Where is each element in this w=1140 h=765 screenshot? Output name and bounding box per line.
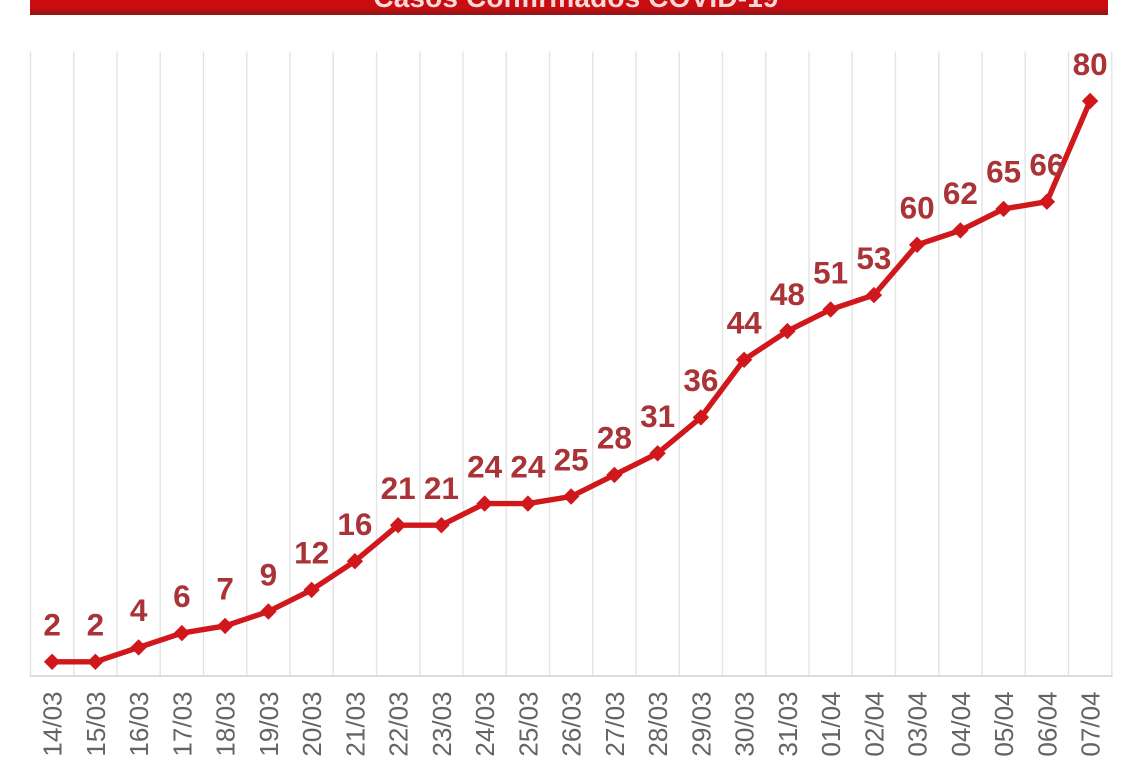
svg-text:17/03: 17/03 (167, 692, 197, 757)
svg-text:21/03: 21/03 (340, 692, 370, 757)
svg-text:51: 51 (813, 254, 848, 290)
svg-text:21: 21 (381, 470, 416, 506)
svg-text:30/03: 30/03 (730, 692, 760, 757)
svg-text:36: 36 (683, 362, 718, 398)
svg-text:53: 53 (856, 240, 891, 276)
svg-text:15/03: 15/03 (81, 692, 111, 757)
svg-text:24/03: 24/03 (470, 692, 500, 757)
svg-text:25: 25 (554, 441, 589, 477)
svg-text:20/03: 20/03 (297, 692, 327, 757)
svg-text:18/03: 18/03 (211, 692, 241, 757)
svg-text:03/04: 03/04 (903, 692, 933, 757)
svg-text:31: 31 (640, 398, 675, 434)
svg-text:07/04: 07/04 (1076, 692, 1106, 757)
svg-text:05/04: 05/04 (989, 692, 1019, 757)
svg-text:14/03: 14/03 (38, 692, 68, 757)
svg-text:16: 16 (337, 506, 372, 542)
svg-text:06/04: 06/04 (1032, 692, 1062, 757)
svg-text:2: 2 (43, 607, 61, 643)
svg-text:2: 2 (87, 607, 105, 643)
svg-text:28: 28 (597, 420, 632, 456)
svg-text:02/04: 02/04 (859, 692, 889, 757)
svg-text:01/04: 01/04 (816, 692, 846, 757)
svg-text:16/03: 16/03 (124, 692, 154, 757)
svg-text:28/03: 28/03 (643, 692, 673, 757)
svg-text:25/03: 25/03 (513, 692, 543, 757)
svg-text:19/03: 19/03 (254, 692, 284, 757)
svg-text:60: 60 (900, 190, 935, 226)
svg-text:44: 44 (727, 305, 763, 341)
svg-text:23/03: 23/03 (427, 692, 457, 757)
svg-text:12: 12 (294, 535, 329, 571)
svg-text:9: 9 (260, 556, 278, 592)
svg-text:29/03: 29/03 (686, 692, 716, 757)
svg-text:66: 66 (1029, 147, 1064, 183)
svg-text:4: 4 (130, 592, 148, 628)
svg-text:65: 65 (986, 154, 1021, 190)
svg-text:24: 24 (467, 448, 503, 484)
svg-text:62: 62 (943, 175, 978, 211)
svg-text:26/03: 26/03 (557, 692, 587, 757)
svg-text:31/03: 31/03 (773, 692, 803, 757)
svg-text:7: 7 (216, 571, 234, 607)
svg-text:22/03: 22/03 (384, 692, 414, 757)
svg-text:24: 24 (510, 448, 546, 484)
svg-text:27/03: 27/03 (600, 692, 630, 757)
svg-text:6: 6 (173, 578, 191, 614)
svg-text:48: 48 (770, 276, 805, 312)
svg-text:80: 80 (1073, 46, 1108, 82)
svg-text:21: 21 (424, 470, 459, 506)
svg-text:04/04: 04/04 (946, 692, 976, 757)
